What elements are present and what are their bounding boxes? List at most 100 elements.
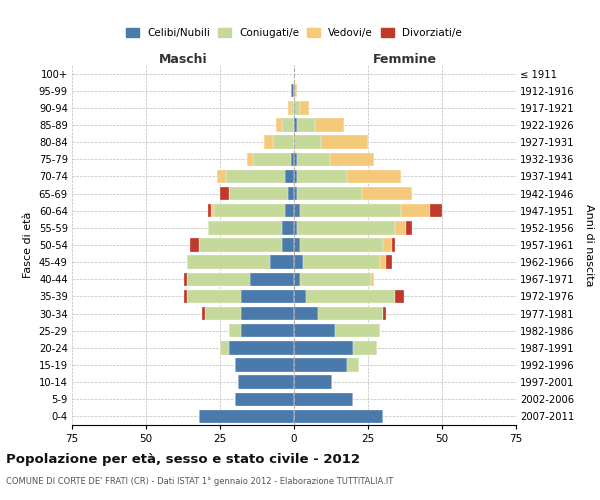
Bar: [294, 187, 297, 200]
Bar: [220, 187, 229, 200]
Bar: [329, 152, 374, 166]
Bar: [386, 256, 392, 269]
Bar: [184, 272, 187, 286]
Bar: [208, 204, 211, 218]
Bar: [205, 307, 241, 320]
Bar: [199, 238, 282, 252]
Bar: [247, 152, 253, 166]
Bar: [297, 118, 315, 132]
Bar: [187, 290, 241, 303]
Bar: [294, 324, 335, 338]
Bar: [294, 256, 303, 269]
Bar: [297, 152, 329, 166]
Bar: [291, 101, 294, 114]
Bar: [229, 324, 241, 338]
Bar: [406, 221, 412, 234]
Y-axis label: Fasce di età: Fasce di età: [23, 212, 33, 278]
Bar: [303, 256, 380, 269]
Bar: [202, 307, 205, 320]
Bar: [294, 238, 300, 252]
Bar: [241, 324, 294, 338]
Bar: [362, 187, 412, 200]
Bar: [294, 307, 317, 320]
Bar: [271, 256, 294, 269]
Bar: [211, 204, 214, 218]
Bar: [214, 204, 285, 218]
Bar: [184, 290, 187, 303]
Bar: [220, 341, 229, 354]
Bar: [294, 152, 297, 166]
Bar: [294, 358, 347, 372]
Legend: Celibi/Nubili, Coniugati/e, Vedovi/e, Divorziati/e: Celibi/Nubili, Coniugati/e, Vedovi/e, Di…: [122, 24, 466, 42]
Bar: [371, 272, 374, 286]
Bar: [208, 221, 282, 234]
Bar: [297, 187, 362, 200]
Bar: [288, 101, 291, 114]
Bar: [430, 204, 442, 218]
Bar: [380, 256, 386, 269]
Y-axis label: Anni di nascita: Anni di nascita: [584, 204, 594, 286]
Bar: [294, 341, 353, 354]
Bar: [300, 238, 383, 252]
Bar: [300, 101, 309, 114]
Bar: [294, 101, 300, 114]
Bar: [282, 221, 294, 234]
Bar: [395, 290, 404, 303]
Bar: [241, 307, 294, 320]
Bar: [306, 290, 395, 303]
Bar: [285, 204, 294, 218]
Bar: [229, 187, 288, 200]
Bar: [297, 221, 395, 234]
Bar: [317, 307, 383, 320]
Bar: [250, 272, 294, 286]
Bar: [235, 392, 294, 406]
Bar: [291, 152, 294, 166]
Bar: [294, 392, 353, 406]
Bar: [392, 238, 395, 252]
Bar: [294, 118, 297, 132]
Bar: [294, 170, 297, 183]
Bar: [294, 84, 297, 98]
Bar: [187, 256, 271, 269]
Bar: [347, 358, 359, 372]
Text: COMUNE DI CORTE DE' FRATI (CR) - Dati ISTAT 1° gennaio 2012 - Elaborazione TUTTI: COMUNE DI CORTE DE' FRATI (CR) - Dati IS…: [6, 478, 393, 486]
Bar: [187, 272, 250, 286]
Bar: [294, 136, 320, 149]
Bar: [347, 170, 401, 183]
Bar: [288, 187, 294, 200]
Bar: [273, 136, 294, 149]
Bar: [199, 410, 294, 423]
Bar: [282, 238, 294, 252]
Bar: [253, 152, 291, 166]
Bar: [395, 221, 406, 234]
Bar: [238, 376, 294, 389]
Bar: [294, 221, 297, 234]
Bar: [282, 118, 294, 132]
Bar: [383, 307, 386, 320]
Bar: [190, 238, 199, 252]
Bar: [291, 84, 294, 98]
Bar: [315, 118, 344, 132]
Bar: [235, 358, 294, 372]
Bar: [297, 170, 347, 183]
Bar: [353, 341, 377, 354]
Bar: [265, 136, 273, 149]
Bar: [294, 272, 300, 286]
Bar: [217, 170, 226, 183]
Bar: [294, 376, 332, 389]
Bar: [229, 341, 294, 354]
Bar: [383, 238, 392, 252]
Bar: [300, 272, 371, 286]
Text: Femmine: Femmine: [373, 53, 437, 66]
Text: Maschi: Maschi: [158, 53, 208, 66]
Bar: [226, 170, 285, 183]
Bar: [294, 290, 306, 303]
Bar: [276, 118, 282, 132]
Bar: [294, 204, 300, 218]
Text: Popolazione per età, sesso e stato civile - 2012: Popolazione per età, sesso e stato civil…: [6, 452, 360, 466]
Bar: [401, 204, 430, 218]
Bar: [285, 170, 294, 183]
Bar: [320, 136, 368, 149]
Bar: [300, 204, 401, 218]
Bar: [335, 324, 380, 338]
